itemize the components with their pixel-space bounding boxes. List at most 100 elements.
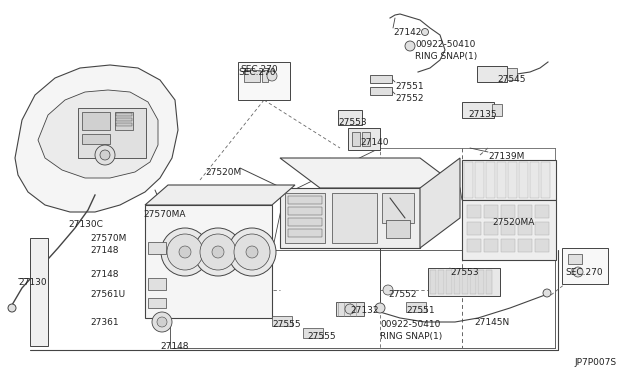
Bar — [116, 118, 132, 121]
Polygon shape — [280, 188, 420, 248]
Circle shape — [246, 246, 258, 258]
Text: 27148: 27148 — [90, 270, 118, 279]
Bar — [467, 239, 481, 252]
Polygon shape — [420, 158, 460, 248]
Text: 27553: 27553 — [450, 268, 479, 277]
Bar — [438, 270, 444, 294]
Bar — [348, 128, 380, 150]
Bar — [501, 239, 515, 252]
Text: 27139M: 27139M — [488, 152, 524, 161]
Bar — [562, 248, 608, 284]
Bar — [288, 196, 322, 204]
Text: 27148: 27148 — [160, 342, 189, 351]
Bar — [430, 270, 436, 294]
Circle shape — [383, 285, 393, 295]
Text: 27551: 27551 — [406, 306, 435, 315]
Polygon shape — [145, 185, 295, 205]
Bar — [568, 254, 582, 264]
Circle shape — [573, 267, 583, 277]
Bar — [332, 193, 377, 243]
Text: 27130C: 27130C — [68, 220, 103, 229]
Bar — [82, 134, 110, 144]
Bar — [262, 70, 268, 82]
Circle shape — [95, 145, 115, 165]
Circle shape — [543, 289, 551, 297]
Bar — [462, 270, 468, 294]
Circle shape — [157, 317, 167, 327]
Circle shape — [375, 303, 385, 313]
Polygon shape — [38, 90, 158, 178]
Bar — [541, 162, 550, 198]
Text: 27570M: 27570M — [90, 234, 126, 243]
Text: RING SNAP(1): RING SNAP(1) — [415, 52, 477, 61]
Bar — [148, 298, 166, 308]
Bar — [244, 70, 260, 82]
Bar — [406, 302, 426, 312]
Bar — [484, 205, 498, 218]
Text: 00922-50410: 00922-50410 — [415, 40, 476, 49]
Circle shape — [267, 71, 277, 81]
Bar — [486, 270, 492, 294]
Text: 27555: 27555 — [307, 332, 335, 341]
Bar — [116, 113, 132, 116]
Bar — [530, 162, 539, 198]
Bar — [338, 110, 362, 125]
Circle shape — [345, 304, 355, 314]
Text: 27148: 27148 — [90, 246, 118, 255]
Bar — [507, 68, 517, 80]
Bar — [352, 132, 360, 146]
Text: 27135: 27135 — [468, 110, 497, 119]
Bar — [519, 162, 528, 198]
Bar — [475, 162, 484, 198]
Bar — [535, 239, 549, 252]
Text: 27520M: 27520M — [205, 168, 241, 177]
Circle shape — [179, 246, 191, 258]
Bar — [30, 238, 48, 346]
Text: 27552: 27552 — [388, 290, 417, 299]
Circle shape — [228, 228, 276, 276]
Circle shape — [234, 234, 270, 270]
Bar — [484, 222, 498, 235]
Text: 27561U: 27561U — [90, 290, 125, 299]
Text: 27361: 27361 — [90, 318, 118, 327]
Text: 27520MA: 27520MA — [492, 218, 534, 227]
Bar — [428, 268, 500, 296]
Bar — [454, 270, 460, 294]
Circle shape — [422, 29, 429, 35]
Circle shape — [161, 228, 209, 276]
Circle shape — [405, 41, 415, 51]
Text: RING SNAP(1): RING SNAP(1) — [380, 332, 442, 341]
Text: 27545: 27545 — [497, 75, 525, 84]
Text: 27130: 27130 — [18, 278, 47, 287]
Bar — [148, 278, 166, 290]
Bar — [518, 239, 532, 252]
Circle shape — [200, 234, 236, 270]
Bar — [238, 62, 290, 100]
Bar — [386, 220, 410, 238]
Bar — [370, 75, 392, 83]
Bar — [362, 132, 370, 146]
Polygon shape — [280, 158, 460, 188]
Bar — [336, 302, 364, 316]
Text: SEC.270: SEC.270 — [238, 68, 276, 77]
Bar — [148, 242, 166, 254]
Bar — [484, 239, 498, 252]
Circle shape — [212, 246, 224, 258]
Bar — [446, 270, 452, 294]
Circle shape — [194, 228, 242, 276]
Text: 27552: 27552 — [395, 94, 424, 103]
Text: 27570MA: 27570MA — [143, 210, 186, 219]
Polygon shape — [462, 200, 556, 260]
Bar — [464, 162, 473, 198]
Polygon shape — [15, 65, 178, 212]
Bar — [303, 328, 323, 338]
Bar — [288, 207, 322, 215]
Bar — [508, 162, 517, 198]
Circle shape — [8, 304, 16, 312]
Bar — [501, 222, 515, 235]
Circle shape — [100, 150, 110, 160]
Bar — [518, 222, 532, 235]
Text: 27553: 27553 — [338, 118, 367, 127]
Circle shape — [167, 234, 203, 270]
Bar — [535, 222, 549, 235]
